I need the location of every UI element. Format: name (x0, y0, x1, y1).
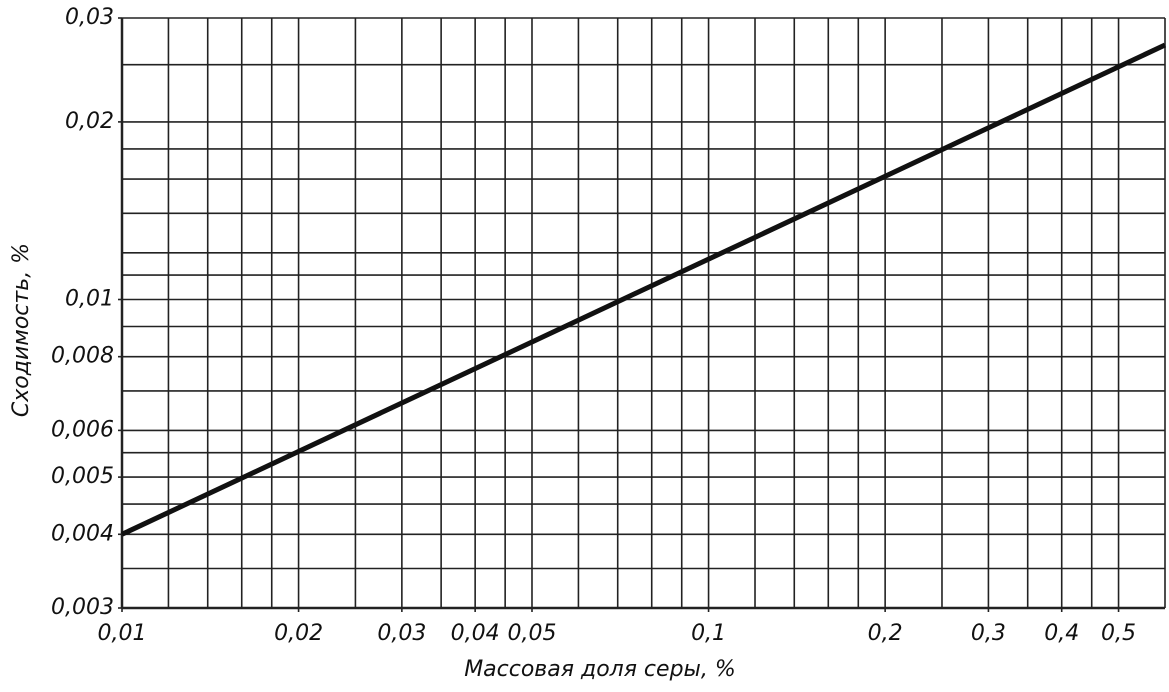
x-tick-label: 0,05 (507, 621, 556, 646)
x-tick-label: 0,4 (1044, 621, 1079, 646)
x-tick-label: 0,01 (98, 621, 147, 646)
y-axis-title: Сходимость, % (9, 243, 34, 417)
y-tick-label: 0,02 (65, 109, 114, 134)
x-tick-label: 0,5 (1101, 621, 1136, 646)
x-tick-label: 0,04 (451, 621, 500, 646)
x-tick-label: 0,1 (691, 621, 726, 646)
x-tick-label: 0,03 (377, 621, 426, 646)
data-line (120, 42, 1167, 537)
y-tick-label: 0,03 (65, 5, 114, 30)
x-tick-label: 0,3 (971, 621, 1006, 646)
x-tick-label: 0,02 (274, 621, 323, 646)
y-tick-label: 0,01 (65, 287, 114, 312)
y-tick-label: 0,004 (51, 521, 114, 546)
x-tick-label: 0,2 (868, 621, 903, 646)
y-tick-label: 0,003 (51, 595, 114, 620)
y-tick-label: 0,005 (51, 464, 114, 489)
y-tick-label: 0,006 (51, 417, 114, 442)
y-tick-label: 0,008 (51, 344, 114, 369)
x-axis-title: Массовая доля серы, % (464, 657, 736, 682)
